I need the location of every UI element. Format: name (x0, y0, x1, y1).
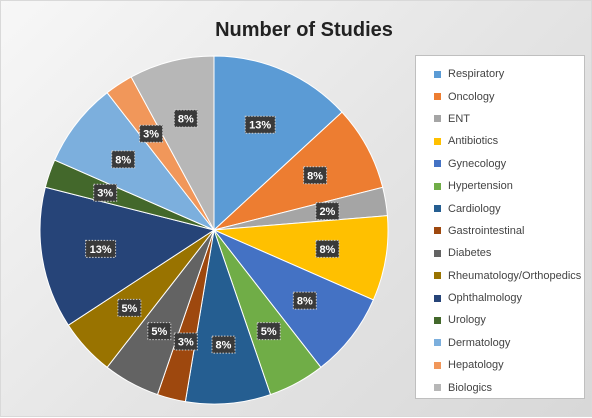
legend-swatch (434, 160, 441, 168)
legend-swatch (434, 137, 441, 145)
data-label-diabetes: 5% (147, 322, 172, 341)
chart-legend: Respiratory Oncology ENT Antibiotics Gynecol… (415, 55, 585, 399)
data-label-antibiotics: 8% (315, 239, 340, 258)
legend-swatch (434, 249, 441, 257)
legend-item-ent: ENT (416, 108, 584, 130)
legend-swatch (434, 205, 441, 213)
legend-item-gastrointestinal: Gastrointestinal (416, 220, 584, 242)
legend-swatch (434, 182, 441, 190)
data-label-text: 3% (143, 129, 159, 141)
legend-item-cardiology: Cardiology (416, 197, 584, 219)
legend-item-diabetes: Diabetes (416, 242, 584, 264)
data-label-ophthalmology: 13% (85, 239, 117, 258)
data-label-text: 3% (178, 337, 194, 349)
legend-label: Respiratory (448, 68, 505, 81)
legend-swatch (434, 70, 441, 78)
legend-item-antibiotics: Antibiotics (416, 130, 584, 152)
legend-label: Urology (448, 314, 486, 327)
legend-item-urology: Urology (416, 309, 584, 331)
legend-item-hepatology: Hepatology (416, 354, 584, 376)
data-label-respiratory: 13% (244, 115, 276, 134)
pie-slice-respiratory (213, 55, 343, 232)
data-label-text: 5% (121, 303, 137, 315)
data-label-text: 3% (97, 188, 113, 200)
data-label-text: 5% (261, 326, 277, 338)
legend-swatch (434, 339, 441, 347)
legend-item-respiratory: Respiratory (416, 63, 584, 85)
legend-swatch (434, 316, 441, 324)
legend-label: Rheumatology/Orthopedics (448, 269, 582, 282)
data-label-oncology: 8% (303, 166, 328, 185)
legend-item-rheumatology-orthopedics: Rheumatology/Orthopedics (416, 265, 584, 287)
pie-slice-biologics (130, 55, 215, 231)
legend-label: Antibiotics (448, 135, 499, 148)
legend-swatch (434, 384, 441, 392)
legend-swatch (434, 272, 441, 280)
legend-item-oncology: Oncology (416, 85, 584, 107)
legend-swatch (434, 115, 441, 123)
legend-label: Ophthalmology (448, 292, 522, 305)
data-label-urology: 3% (93, 183, 118, 202)
legend-label: Diabetes (448, 247, 492, 260)
legend-label: ENT (448, 112, 470, 125)
data-label-biologics: 8% (173, 109, 198, 128)
legend-label: Hepatology (448, 359, 504, 372)
pie-slice-ophthalmology (39, 186, 216, 326)
data-label-text: 8% (178, 114, 194, 126)
data-label-text: 13% (249, 120, 271, 132)
data-label-dermatology: 8% (111, 150, 136, 169)
legend-label: Dermatology (448, 336, 511, 349)
data-label-hepatology: 3% (139, 124, 164, 143)
legend-item-ophthalmology: Ophthalmology (416, 287, 584, 309)
data-label-text: 8% (115, 154, 131, 166)
data-label-text: 13% (90, 244, 112, 256)
data-label-text: 8% (216, 340, 232, 352)
data-label-gastrointestinal: 3% (173, 332, 198, 351)
data-label-hypertension: 5% (256, 322, 281, 341)
legend-label: Gastrointestinal (448, 224, 525, 237)
data-label-text: 8% (319, 244, 335, 256)
legend-item-biologics: Biologics (416, 376, 584, 398)
legend-swatch (434, 93, 441, 101)
legend-swatch (434, 227, 441, 235)
data-label-text: 8% (297, 296, 313, 308)
data-label-gynecology: 8% (292, 291, 317, 310)
legend-swatch (434, 294, 441, 302)
chart-title: Number of Studies (215, 19, 393, 41)
legend-item-gynecology: Gynecology (416, 153, 584, 175)
legend-label: Biologics (448, 381, 493, 394)
data-label-ent: 2% (315, 202, 340, 221)
legend-label: Gynecology (448, 157, 507, 170)
legend-label: Cardiology (448, 202, 501, 215)
data-label-text: 2% (319, 206, 335, 218)
legend-item-dermatology: Dermatology (416, 332, 584, 354)
legend-swatch (434, 361, 441, 369)
legend-label: Oncology (448, 90, 495, 103)
legend-label: Hypertension (448, 180, 513, 193)
data-label-text: 5% (151, 326, 167, 338)
data-label-rheumatology-orthopedics: 5% (117, 298, 142, 317)
legend-item-hypertension: Hypertension (416, 175, 584, 197)
data-label-text: 8% (307, 170, 323, 182)
data-label-cardiology: 8% (211, 335, 236, 354)
